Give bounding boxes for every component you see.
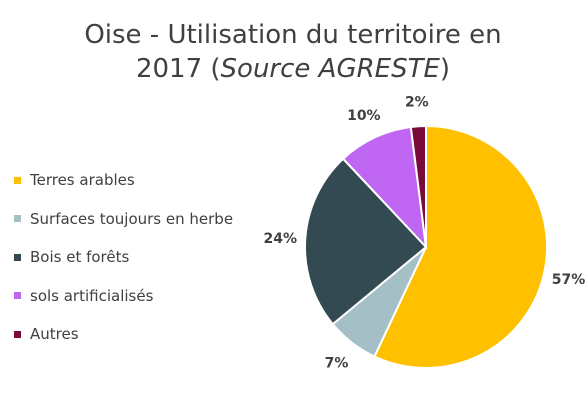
legend-label: Surfaces toujours en herbe (30, 209, 234, 228)
legend-item: Bois et forêts (14, 247, 254, 267)
legend-item: Autres (14, 324, 254, 344)
data-label: 24% (264, 231, 298, 247)
chart-title-year: 2017 (135, 54, 203, 84)
pie-slice (373, 124, 548, 369)
pie-slice (304, 157, 428, 326)
legend-label: Bois et forêts (30, 248, 130, 266)
pie-slice (409, 124, 427, 248)
legend-item: Terres arables (14, 170, 254, 190)
legend-swatch (14, 330, 21, 338)
legend-label: sols artificialisés (30, 286, 154, 305)
pie-slice (341, 125, 428, 250)
legend-item: Surfaces toujours en herbe (14, 209, 254, 229)
legend-swatch (14, 215, 21, 222)
data-label: 57% (552, 272, 586, 288)
data-label: 2% (405, 94, 429, 110)
legend-label: Autres (30, 325, 79, 343)
legend-swatch (14, 292, 21, 299)
chart-title-source: Source AGRESTE (220, 54, 440, 84)
data-label: 7% (325, 355, 349, 371)
data-label: 10% (347, 108, 381, 124)
legend-swatch (14, 176, 21, 184)
legend: Terres arables Surfaces toujours en herb… (14, 170, 254, 363)
legend-swatch (14, 253, 21, 261)
legend-item: sols artificialisés (14, 286, 254, 306)
chart-title-main: Oise - Utilisation du territoire en (84, 20, 502, 50)
legend-label: Terres arables (30, 171, 135, 189)
chart-title: Oise - Utilisation du territoire en 2017… (84, 20, 502, 84)
